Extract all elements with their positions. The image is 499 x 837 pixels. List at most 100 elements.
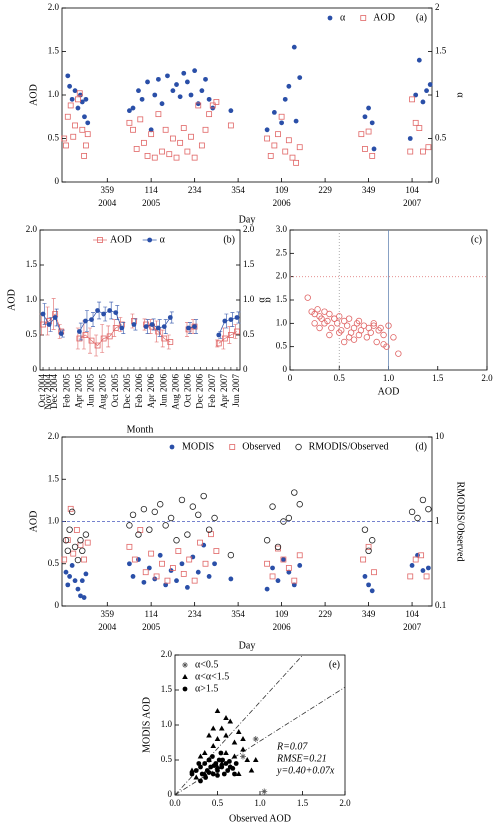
point [167, 514, 175, 522]
x-axis-label: AOD [378, 386, 400, 397]
point [69, 96, 75, 102]
point [52, 315, 58, 320]
series-line [42, 310, 238, 336]
y-axis-label: AOD [6, 289, 17, 311]
point [205, 526, 213, 533]
point [79, 126, 86, 133]
point [145, 79, 150, 85]
point [350, 324, 358, 332]
error-bar [51, 298, 56, 330]
y-tick-label: 2.0 [26, 224, 38, 234]
legend-marker [327, 15, 333, 21]
point [84, 539, 91, 546]
panel-label: (d) [415, 441, 427, 452]
point [201, 750, 208, 755]
x-tick-label: 2.0 [481, 373, 493, 383]
legend-marker [169, 444, 175, 450]
point [366, 105, 371, 111]
y-tick-label: 1.5 [26, 259, 38, 269]
error-bar [100, 324, 105, 353]
point [304, 294, 311, 301]
point [407, 573, 414, 580]
point [167, 315, 173, 320]
point [112, 325, 119, 331]
point [159, 560, 165, 567]
point [227, 551, 235, 559]
point [297, 75, 303, 80]
point [155, 325, 161, 331]
point [264, 135, 271, 142]
y-tick-label: 1.0 [48, 89, 60, 99]
point [88, 337, 95, 344]
point [61, 556, 68, 563]
point [161, 324, 167, 329]
point [141, 579, 147, 585]
annotation: y=0.40+0.07x [276, 765, 335, 776]
point [164, 577, 171, 584]
point [264, 560, 271, 567]
point [232, 771, 237, 777]
point [89, 317, 94, 322]
legend-label: AOD [373, 12, 395, 23]
y-tick-label: 1.5 [276, 294, 288, 304]
x-tick-label: 234 [188, 609, 202, 619]
point [424, 88, 429, 94]
point [269, 503, 276, 510]
point [180, 125, 187, 131]
y-axis-label: AOD [28, 84, 39, 106]
point [357, 327, 365, 334]
point [377, 324, 384, 332]
legend-label: MODIS [182, 441, 214, 452]
point [340, 338, 348, 346]
point [203, 76, 208, 82]
point [157, 552, 163, 558]
point [139, 96, 145, 102]
point [143, 324, 149, 329]
point [227, 759, 232, 764]
point [79, 99, 85, 105]
point [228, 332, 234, 338]
x-tick-label: 114 [145, 185, 159, 195]
annotation: R=0.07 [276, 741, 308, 752]
point [231, 739, 238, 745]
point [214, 708, 221, 713]
point [126, 543, 133, 550]
point [286, 569, 292, 575]
point [407, 148, 414, 155]
point [343, 322, 351, 329]
point [211, 514, 218, 522]
point [280, 556, 287, 563]
point [148, 127, 154, 133]
point [275, 578, 281, 584]
point [240, 736, 246, 741]
y2-axis-label: α [455, 92, 466, 98]
point [285, 514, 293, 522]
point [62, 537, 70, 544]
x-tick-label: 354 [231, 609, 245, 619]
point [94, 342, 101, 349]
point [286, 83, 292, 89]
point [252, 757, 259, 762]
point [72, 122, 78, 129]
point [173, 154, 180, 161]
point [216, 332, 222, 338]
legend-marker [182, 674, 188, 679]
point [420, 148, 426, 155]
panel-label: (b) [223, 234, 235, 245]
legend-label: Observed [242, 441, 280, 452]
point [363, 334, 371, 341]
x-tick-label: 354 [231, 185, 245, 195]
point [234, 328, 240, 335]
point [216, 757, 222, 763]
point [191, 323, 198, 330]
point [291, 577, 298, 584]
y-tick-label: 2.0 [161, 649, 173, 659]
x-year-label: 2004 [98, 198, 117, 208]
x-tick-label: 229 [318, 609, 332, 619]
point [180, 570, 187, 577]
x-tick-label: Aug 2005 [98, 374, 108, 410]
x-tick-label: Dec 2005 [122, 374, 132, 409]
point [144, 152, 151, 159]
point [119, 325, 125, 331]
